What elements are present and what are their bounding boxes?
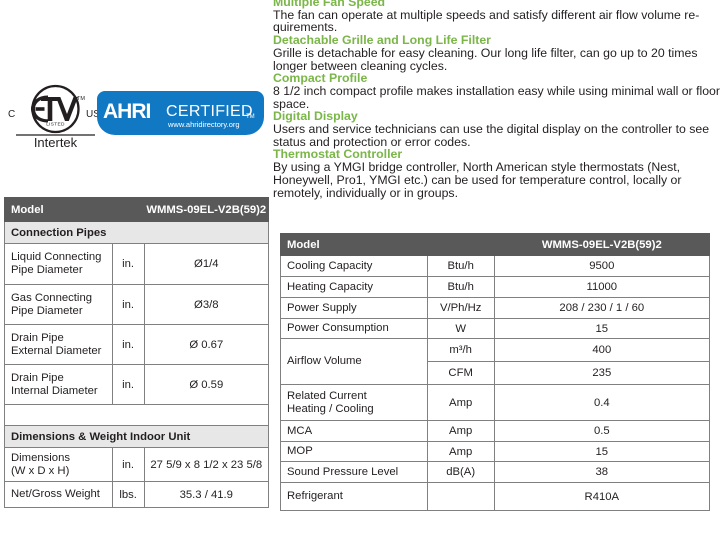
svg-text:C: C <box>8 109 15 120</box>
svg-text:AHRI: AHRI <box>103 100 150 123</box>
svg-text:TM: TM <box>246 114 255 120</box>
svg-text:LISTED: LISTED <box>46 122 65 128</box>
svg-text:TM: TM <box>77 96 85 102</box>
svg-text:CERTIFIED: CERTIFIED <box>166 103 253 120</box>
svg-text:Intertek: Intertek <box>34 135 78 149</box>
svg-text:www.ahridirectory.org: www.ahridirectory.org <box>167 120 240 129</box>
